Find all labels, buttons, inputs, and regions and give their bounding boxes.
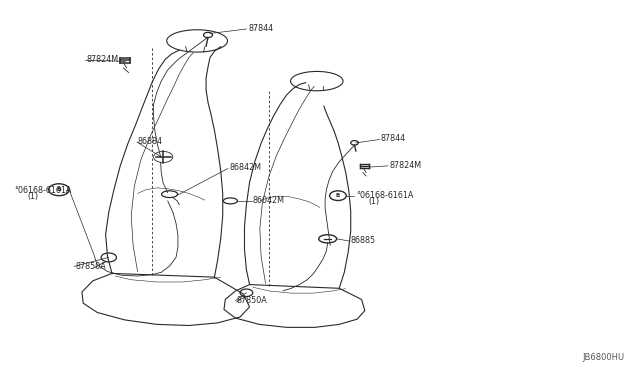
Text: °06168-6161A: °06168-6161A xyxy=(356,191,413,200)
Text: 87824M: 87824M xyxy=(86,55,118,64)
Text: 86042M: 86042M xyxy=(253,196,285,205)
Text: 87844: 87844 xyxy=(248,24,273,33)
Text: (1): (1) xyxy=(27,192,38,201)
Text: 86842M: 86842M xyxy=(229,163,261,172)
Text: (1): (1) xyxy=(369,197,380,206)
Text: 87850A: 87850A xyxy=(237,296,268,305)
Text: B: B xyxy=(336,193,340,198)
Text: 87824M: 87824M xyxy=(389,161,421,170)
Text: °06168-6161A: °06168-6161A xyxy=(14,186,72,195)
Text: 86885: 86885 xyxy=(351,236,376,245)
Text: 86884: 86884 xyxy=(138,137,163,146)
Text: 87850A: 87850A xyxy=(76,262,106,271)
Text: JB6800HU: JB6800HU xyxy=(582,353,624,362)
Text: B: B xyxy=(56,187,61,192)
Text: 87844: 87844 xyxy=(381,134,406,143)
